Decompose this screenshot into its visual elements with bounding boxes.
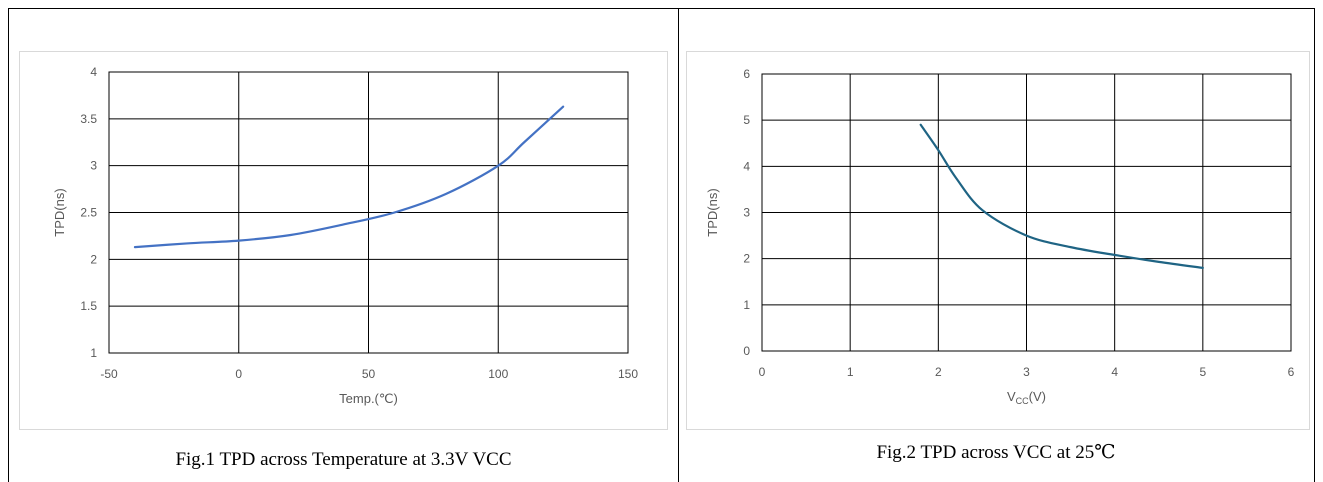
x-tick-label: 1 — [847, 365, 854, 379]
x-axis-label: VCC(V) — [1007, 389, 1046, 406]
x-tick-label: 100 — [488, 367, 508, 381]
series-line — [919, 123, 1204, 269]
y-tick-label: 3.5 — [80, 112, 97, 126]
y-tick-label: 6 — [743, 67, 750, 81]
y-tick-label: 3 — [90, 159, 97, 173]
x-tick-label: 50 — [362, 367, 376, 381]
y-tick-label: 2 — [90, 252, 97, 266]
x-tick-label: 5 — [1199, 365, 1206, 379]
figure-1-panel: -50 0 50 100 150 1 1.5 2 2.5 3 3.5 4 TPD(ns) Temp.(℃)… — [8, 8, 679, 482]
plot-area-border — [108, 71, 629, 354]
y-tick-label: 1 — [90, 346, 97, 360]
y-tick-label: 4 — [90, 65, 97, 79]
x-tick-label: 150 — [618, 367, 638, 381]
y-tick-label: 5 — [743, 113, 750, 127]
y-tick-label: 0 — [743, 344, 750, 358]
figure-2-chart: 0 1 2 3 4 5 6 0 1 2 3 4 5 6 TPD(ns) VCC(V) — [705, 67, 1295, 406]
x-axis-label: Temp.(℃) — [339, 391, 398, 406]
y-tick-label: 3 — [743, 206, 750, 220]
x-tick-label: 2 — [935, 365, 942, 379]
figure-2-chart-frame: 0 1 2 3 4 5 6 0 1 2 3 4 5 6 TPD(ns) VCC(V) — [686, 51, 1310, 430]
x-tick-label: 0 — [235, 367, 242, 381]
y-tick-label: 1 — [743, 298, 750, 312]
y-tick-label: 2 — [743, 252, 750, 266]
y-tick-label: 1.5 — [80, 299, 97, 313]
figure-1-chart: -50 0 50 100 150 1 1.5 2 2.5 3 3.5 4 TPD(ns) Temp.(℃) — [52, 65, 638, 406]
y-axis-label: TPD(ns) — [52, 188, 67, 236]
y-tick-label: 2.5 — [80, 206, 97, 220]
y-tick-label: 4 — [743, 159, 750, 173]
x-tick-label: -50 — [100, 367, 118, 381]
x-axis-label-unit: (V) — [1029, 389, 1046, 404]
figure-2-panel: 0 1 2 3 4 5 6 0 1 2 3 4 5 6 TPD(ns) VCC(V) Fig.2 TPD ac… — [678, 8, 1315, 482]
x-axis-label-main: V — [1007, 389, 1016, 404]
figure-1-chart-frame: -50 0 50 100 150 1 1.5 2 2.5 3 3.5 4 TPD(ns) Temp.(℃) — [19, 51, 668, 430]
x-tick-label: 6 — [1288, 365, 1295, 379]
series-line — [133, 105, 565, 249]
figure-2-caption: Fig.2 TPD across VCC at 25℃ — [876, 442, 1116, 463]
x-tick-label: 4 — [1111, 365, 1118, 379]
x-tick-label: 3 — [1023, 365, 1030, 379]
x-tick-label: 0 — [759, 365, 766, 379]
y-axis-label: TPD(ns) — [705, 188, 720, 236]
x-axis-label-subscript: CC — [1016, 396, 1029, 406]
plot-area-border — [761, 73, 1292, 352]
figure-1-caption: Fig.1 TPD across Temperature at 3.3V VCC — [175, 449, 512, 470]
